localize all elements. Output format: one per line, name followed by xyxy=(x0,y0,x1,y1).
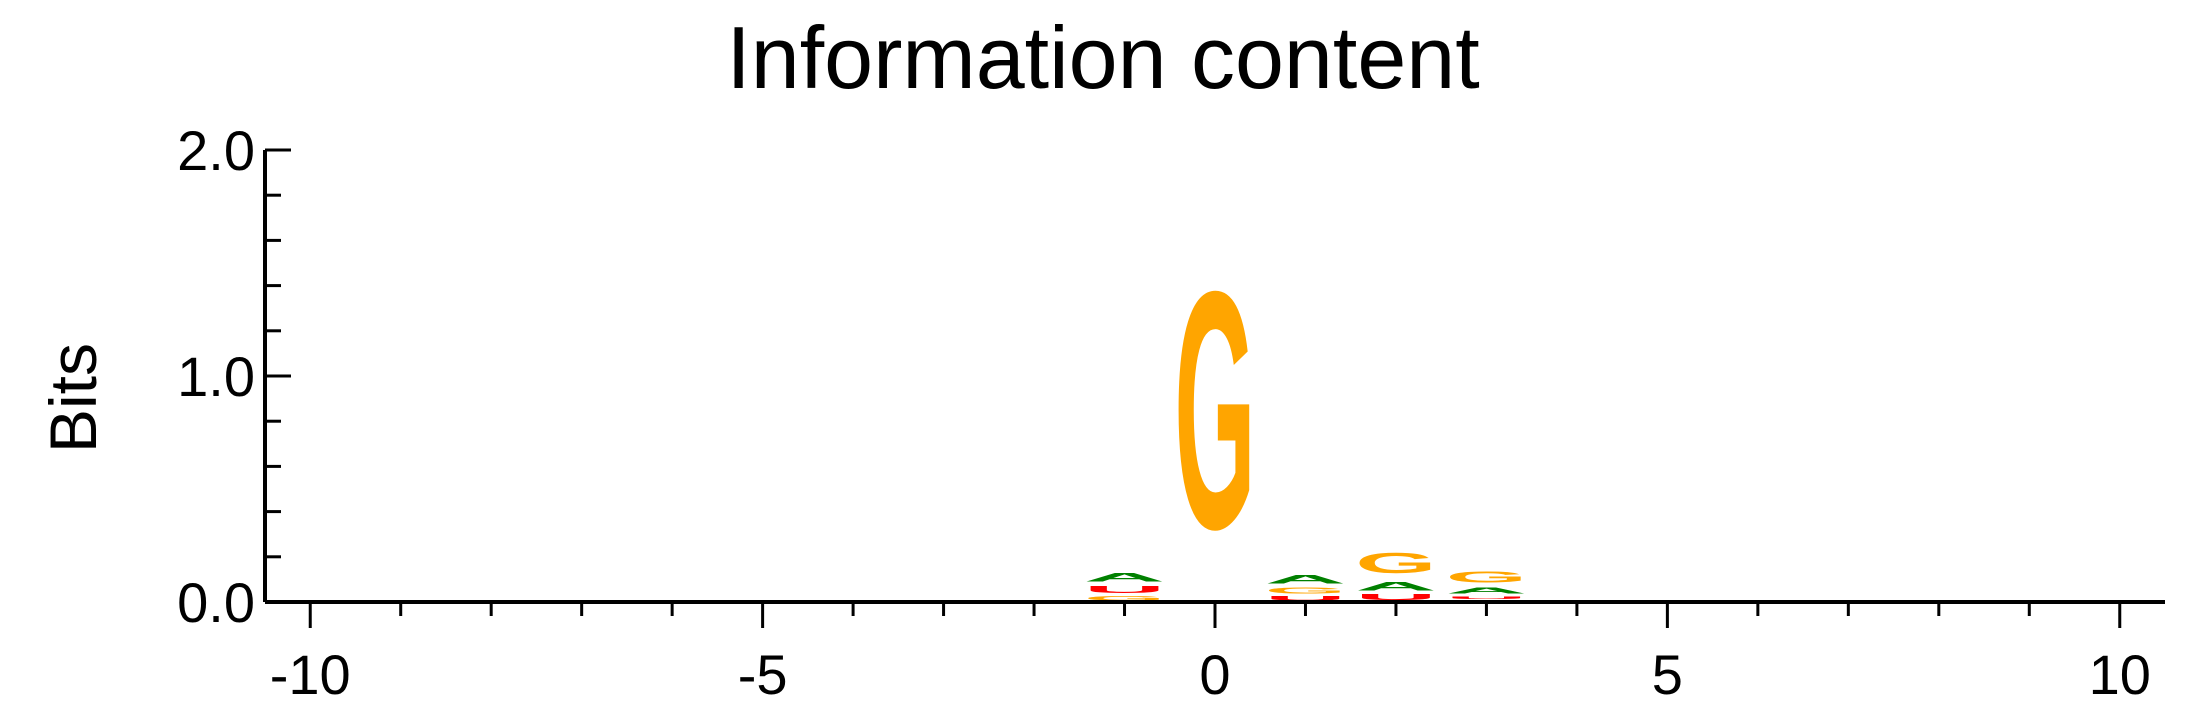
x-tick-label: -5 xyxy=(738,643,788,706)
y-tick-label: 2.0 xyxy=(177,119,255,182)
x-tick-label: 10 xyxy=(2089,643,2151,706)
logo-letter-G: G xyxy=(1084,595,1165,602)
logo-letter-G: G xyxy=(1174,222,1255,600)
logo-letter-A: A xyxy=(1084,570,1165,584)
axes: 0.0 1.0 2.0 -10 -5 0 5 10 xyxy=(177,119,2165,706)
logo-letter-G: G xyxy=(1355,548,1436,579)
logo-letter-U: U xyxy=(1265,595,1346,602)
logo-letter-A: A xyxy=(1446,586,1527,595)
logo-letter-U: U xyxy=(1084,584,1165,595)
x-tick-label: 0 xyxy=(1199,643,1230,706)
x-tick-label: 5 xyxy=(1652,643,1683,706)
logo-letter-U: U xyxy=(1446,595,1527,600)
y-axis-label: Bits xyxy=(36,343,110,453)
logo-letter-A: A xyxy=(1355,579,1436,593)
chart-title: Information content xyxy=(726,8,1479,107)
y-tick-label: 1.0 xyxy=(177,345,255,408)
logo-letter-A: A xyxy=(1265,572,1346,586)
y-tick-label: 0.0 xyxy=(177,571,255,634)
x-tick-label: -10 xyxy=(270,643,351,706)
logo-letter-U: U xyxy=(1355,593,1436,602)
logo-letter-G: G xyxy=(1446,568,1527,586)
logo-letter-G: G xyxy=(1265,586,1346,595)
